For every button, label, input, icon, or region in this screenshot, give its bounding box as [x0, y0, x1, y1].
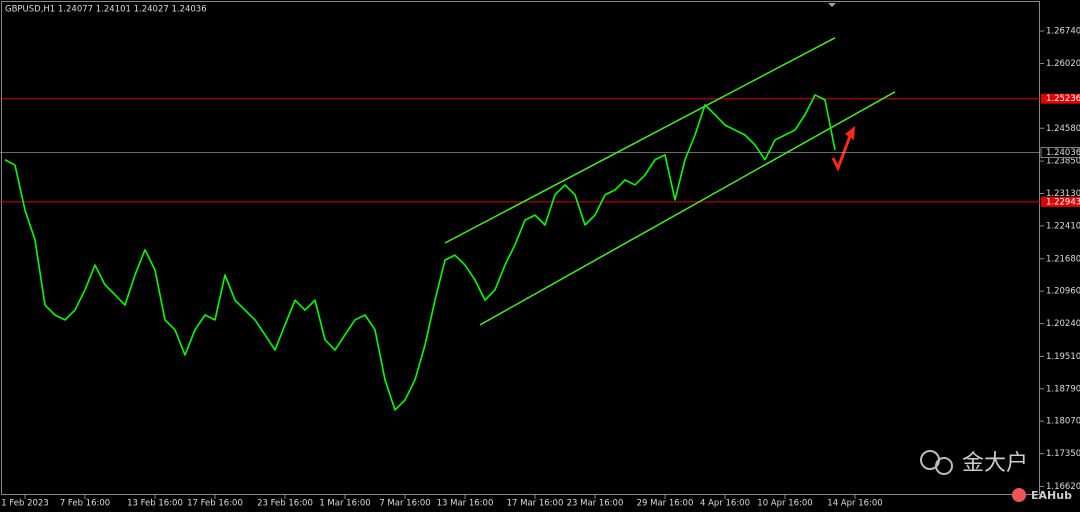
level-label-bg — [1041, 196, 1080, 207]
last-price-bg — [1040, 147, 1080, 159]
x-tick-label: 14 Apr 16:00 — [827, 499, 882, 509]
y-tick-label: 1.21680 — [1046, 254, 1080, 264]
x-tick-label: 17 Feb 16:00 — [187, 499, 243, 509]
x-tick-label: 23 Mar 16:00 — [567, 499, 624, 509]
shift-marker — [828, 3, 836, 7]
plot-frame — [1, 1, 1040, 495]
level-label-bg — [1041, 93, 1080, 104]
y-tick-label: 1.24580 — [1046, 124, 1080, 134]
x-tick-label: 23 Feb 16:00 — [257, 499, 313, 509]
level-label: 1.25236 — [1046, 94, 1080, 104]
badge-icon — [1012, 488, 1026, 502]
y-tick-label: 1.20240 — [1046, 319, 1080, 329]
y-tick-label: 1.23130 — [1046, 189, 1080, 199]
y-tick-label: 1.17350 — [1046, 449, 1080, 459]
x-tick-label: 1 Mar 16:00 — [319, 499, 370, 509]
level-label: 1.22943 — [1046, 197, 1080, 207]
x-tick-label: 17 Mar 16:00 — [507, 499, 564, 509]
y-tick-label: 1.23850 — [1046, 157, 1080, 167]
wechat-icon — [935, 457, 953, 475]
chart-title: GBPUSD,H1 1.24077 1.24101 1.24027 1.2403… — [5, 5, 207, 15]
trend-line — [444, 37, 836, 244]
watermark: 金大户 — [962, 451, 1028, 476]
arrow — [831, 135, 852, 172]
x-tick-label: 7 Mar 16:00 — [379, 499, 430, 509]
last-price-label: 1.24036 — [1046, 148, 1080, 158]
badge: EAHub — [1031, 489, 1072, 502]
y-tick-label: 1.26740 — [1046, 27, 1080, 37]
x-tick-label: 29 Mar 16:00 — [637, 499, 694, 509]
price-line — [4, 94, 836, 411]
x-tick-label: 13 Mar 16:00 — [437, 499, 494, 509]
x-tick-label: 4 Apr 16:00 — [700, 499, 750, 509]
y-tick-label: 1.19510 — [1046, 352, 1080, 362]
x-tick-label: 10 Apr 16:00 — [757, 499, 812, 509]
y-tick-label: 1.26020 — [1046, 59, 1080, 69]
x-tick-label: 13 Feb 16:00 — [127, 499, 183, 509]
x-tick-label: 1 Feb 2023 — [1, 499, 49, 509]
arrow-head — [845, 126, 855, 140]
y-tick-label: 1.18790 — [1046, 384, 1080, 394]
y-tick-label: 1.18070 — [1046, 417, 1080, 427]
y-tick-label: 1.16620 — [1046, 482, 1080, 492]
y-tick-label: 1.22410 — [1046, 221, 1080, 231]
y-tick-label: 1.20960 — [1046, 287, 1080, 297]
trend-line — [479, 91, 896, 326]
x-tick-label: 7 Feb 16:00 — [60, 499, 110, 509]
